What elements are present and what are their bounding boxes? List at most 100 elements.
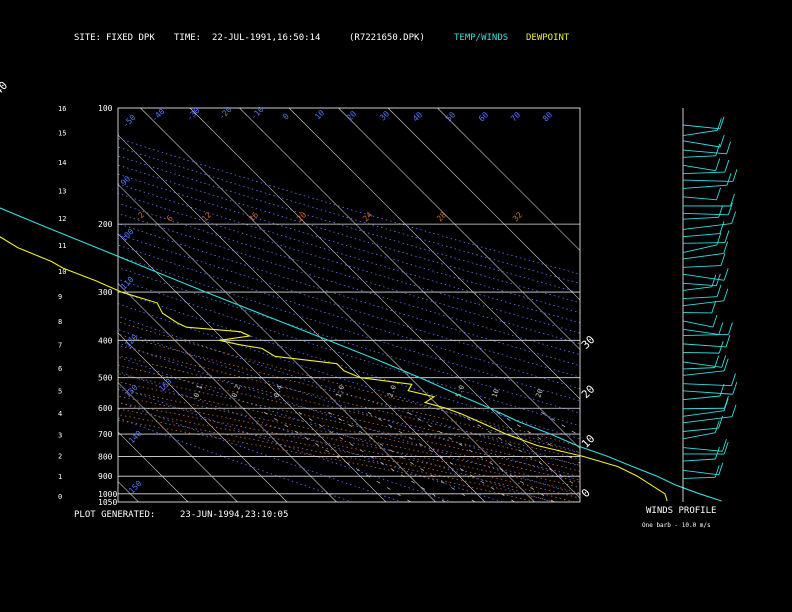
wind-barb-flag: [715, 273, 721, 286]
dry-adiabat-line: [118, 223, 580, 367]
dry-adiabat-line: [118, 155, 580, 294]
wind-barb-shaft: [682, 410, 725, 417]
dry-adiabat-label: 60: [477, 110, 490, 123]
mixing-ratio-label: 1.0: [334, 384, 346, 399]
dry-adiabat-label: -40: [150, 107, 167, 124]
dry-adiabat-line: [118, 192, 580, 334]
height-tick-label: 16: [58, 105, 66, 113]
height-tick-label: 14: [58, 159, 66, 167]
wind-barb-flag: [720, 253, 726, 266]
height-tick-label: 15: [58, 129, 66, 137]
pressure-tick-label: 900: [98, 472, 113, 481]
wind-barb-flag: [726, 141, 732, 154]
wind-barb-shaft: [682, 242, 725, 244]
dry-adiabat-line: [118, 417, 353, 502]
wind-barb-shaft: [682, 149, 727, 155]
wind-barb-shaft: [682, 129, 718, 137]
moist-adiabat-line: [118, 408, 575, 502]
winds-profile-title: WINDS PROFILE: [646, 506, 717, 516]
wind-barb-shaft: [682, 320, 714, 328]
dry-adiabat-line: [118, 278, 580, 427]
wind-barb-flag: [731, 373, 736, 386]
wind-barb-flag: [715, 143, 721, 156]
dry-adiabat-label: -10: [249, 105, 266, 122]
dry-adiabat-line: [118, 164, 580, 304]
mixing-ratio-label: 0.2: [230, 384, 242, 399]
height-tick-label: 3: [58, 431, 62, 439]
moist-adiabat-line: [118, 388, 580, 489]
pressure-tick-label: 100: [98, 104, 113, 113]
wind-barb-shaft: [682, 265, 722, 268]
wind-barb-shaft: [682, 253, 724, 260]
wind-barb-flag: [716, 284, 722, 297]
wind-barb-flag: [724, 230, 730, 243]
wind-barb-flag: [731, 404, 737, 417]
wind-barb-flag: [718, 340, 724, 354]
moist-adiabat-label: 20: [295, 210, 308, 223]
isotherm-line: [118, 382, 238, 502]
pressure-tick-label: 700: [98, 430, 113, 439]
wind-barb-shaft: [682, 282, 717, 287]
dry-adiabat-label: 110: [119, 275, 136, 292]
height-tick-label: 6: [58, 365, 62, 373]
height-tick-label: 5: [58, 388, 62, 396]
wind-barb-shaft: [682, 469, 719, 476]
dry-adiabat-line: [118, 342, 580, 496]
wind-barb-flag: [719, 134, 725, 148]
moist-adiabat-line: [118, 333, 580, 454]
site-label: SITE:: [74, 33, 102, 43]
isotherm-line: [387, 108, 580, 301]
wind-barb-shaft: [682, 395, 721, 401]
height-tick-label: 7: [58, 342, 62, 350]
isotherm-line: [338, 108, 580, 350]
dry-adiabat-line: [118, 267, 580, 414]
moist-adiabat-line: [118, 395, 580, 494]
wind-barb-flag: [732, 169, 738, 182]
moist-adiabat-label: 24: [361, 210, 374, 223]
dry-adiabat-line: [118, 233, 580, 378]
pressure-tick-label: 1050: [98, 498, 117, 507]
plot-frame: [117, 107, 581, 503]
wind-barb-shaft: [682, 427, 719, 432]
pressure-tick-label: 800: [98, 452, 113, 461]
wind-barb-flag: [723, 398, 729, 411]
isotherm-line: [140, 108, 535, 502]
wind-barb-shaft: [682, 447, 723, 452]
dry-adiabat-label: 80: [541, 110, 554, 123]
dry-adiabat-label: 140: [127, 429, 144, 446]
dry-adiabat-label: 30: [378, 109, 391, 122]
mixing-ratio-label: 20: [534, 388, 544, 399]
isotherm-line: [118, 134, 486, 502]
isotherm-line: [118, 431, 189, 502]
wind-barb-flag: [732, 382, 738, 395]
mixing-ratio-label: 10: [490, 388, 500, 399]
mixing-ratio-label: 2.0: [386, 384, 398, 399]
dry-adiabat-label: 100: [119, 227, 136, 244]
dry-adiabat-line: [118, 370, 503, 502]
wind-barb-flag: [723, 441, 729, 455]
dry-adiabat-line: [118, 356, 553, 502]
wind-barb-shaft: [682, 273, 725, 281]
dry-adiabat-label: 40: [411, 110, 424, 123]
height-tick-label: 4: [58, 410, 62, 418]
height-tick-label: 1: [58, 473, 62, 481]
dry-adiabat-line: [118, 328, 580, 481]
wind-barb-flag: [719, 221, 725, 234]
wind-barb-shaft: [682, 286, 712, 291]
wind-barb-shaft: [682, 370, 725, 376]
isotherm-line: [189, 108, 580, 499]
mixing-ratio-label: 0.1: [192, 384, 204, 399]
dry-adiabat-line: [118, 290, 580, 440]
wind-barb-shaft: [682, 164, 716, 172]
dry-adiabat-label: -50: [121, 113, 138, 130]
winds-barb-note: One barb - 10.0 m/s: [642, 522, 711, 529]
isotherm-line: [0, 108, 40, 502]
legend-dewpoint: DEWPOINT: [526, 33, 570, 43]
wind-barb-shaft: [682, 296, 718, 300]
wind-barb-flag: [716, 232, 722, 246]
wind-barb-shaft: [682, 390, 733, 395]
wind-barb-flag: [714, 465, 720, 478]
wind-barb-flag: [711, 300, 717, 314]
wind-barb-flag: [714, 355, 720, 368]
time-label: TIME:: [174, 33, 202, 43]
